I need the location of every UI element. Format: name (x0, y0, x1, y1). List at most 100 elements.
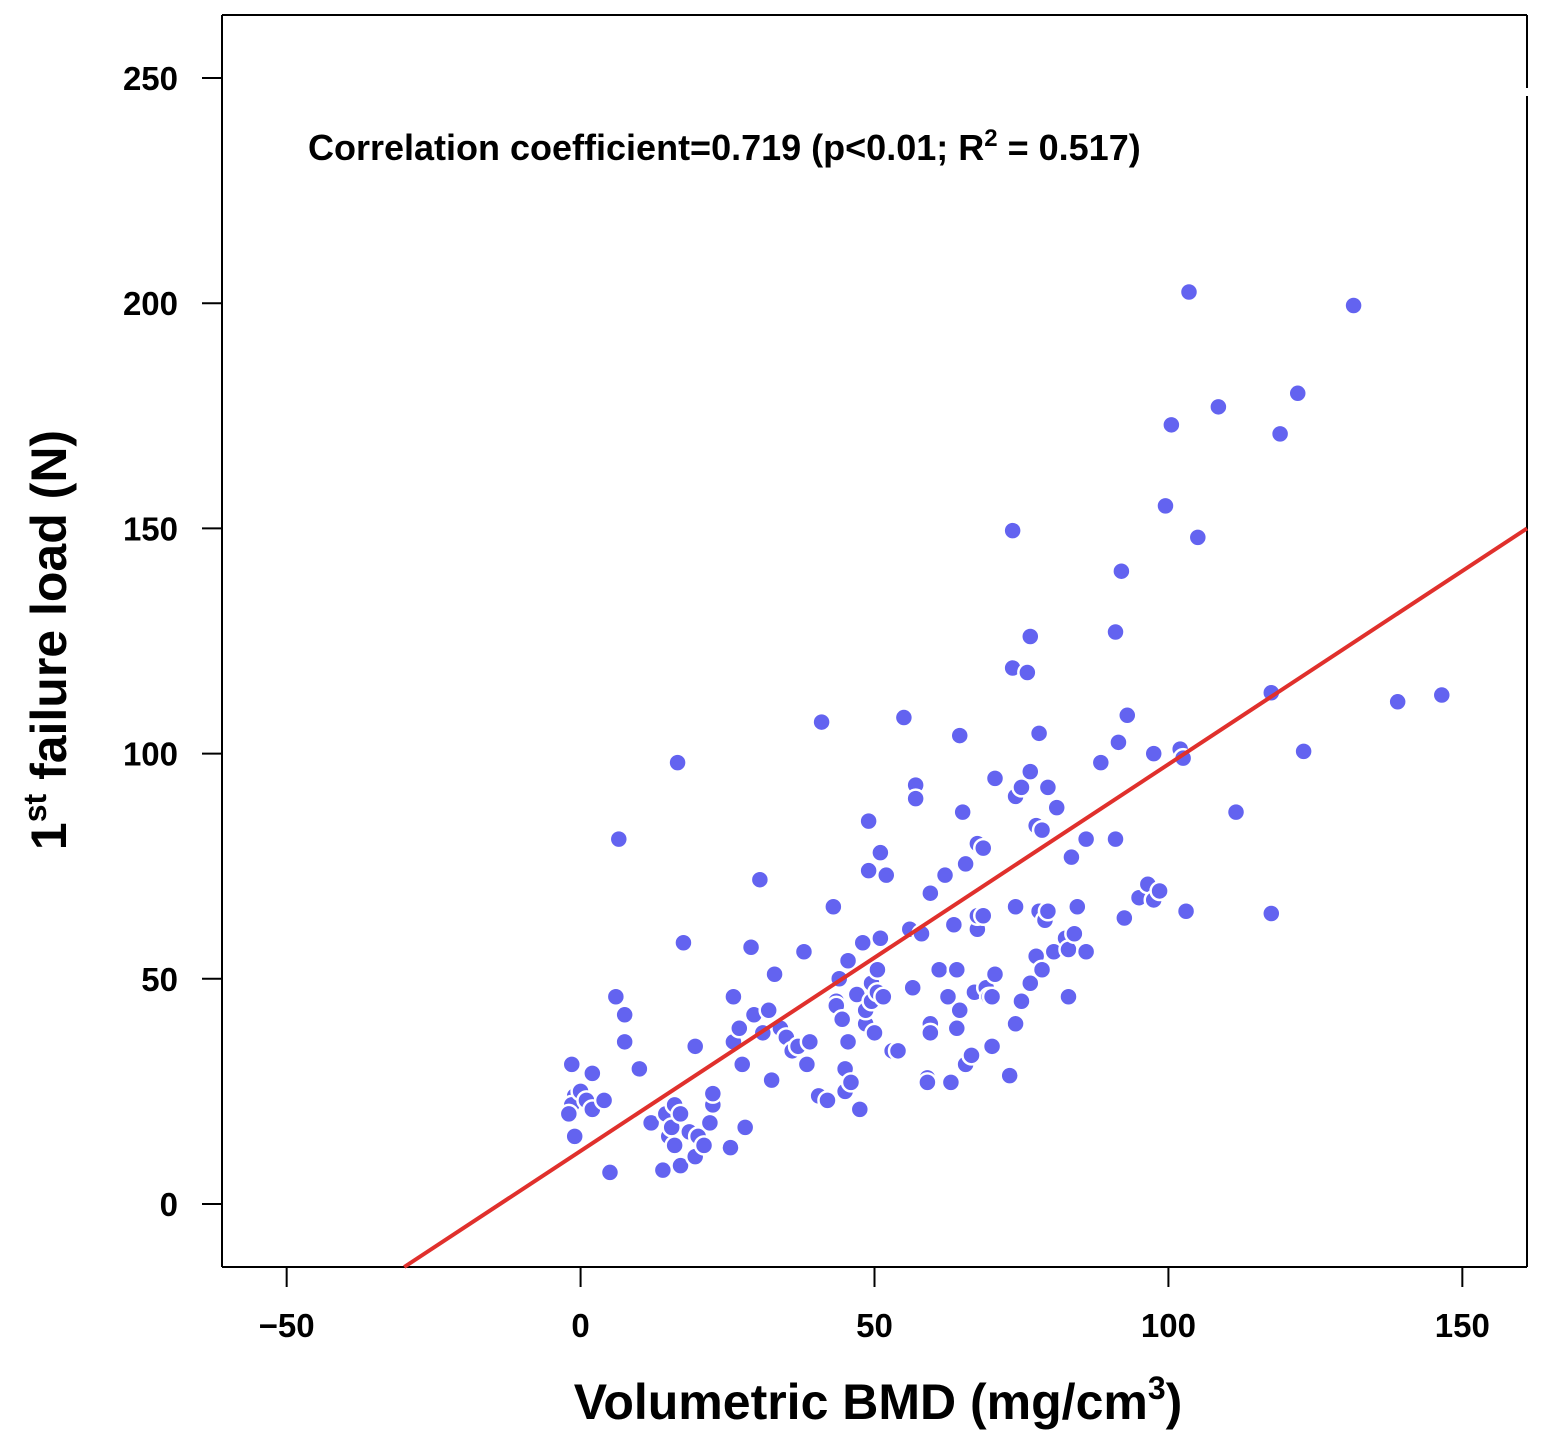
data-point (949, 1000, 970, 1021)
y-tick-label: 0 (160, 1186, 178, 1223)
data-point (858, 860, 879, 881)
data-point (593, 1090, 615, 1111)
data-point (1020, 626, 1041, 647)
data-point (673, 932, 694, 953)
data-point (1175, 900, 1197, 922)
data-point (799, 1031, 821, 1053)
data-point (943, 914, 965, 935)
data-point (740, 936, 762, 958)
data-point (670, 1103, 691, 1125)
data-point (837, 950, 859, 972)
data-point (1117, 705, 1138, 726)
data-point (1387, 691, 1408, 713)
y-axis: 0 50 100 150 200 250 (123, 60, 222, 1223)
data-point (664, 1135, 685, 1156)
data-point (1031, 819, 1053, 841)
data-point (652, 1159, 674, 1181)
data-point (1208, 396, 1229, 418)
data-point (734, 1117, 756, 1138)
data-point (1143, 743, 1164, 764)
data-point (1155, 495, 1176, 517)
data-point (1011, 991, 1032, 1012)
data-point (984, 768, 1006, 789)
regression-line (403, 526, 1529, 1269)
data-point (902, 977, 923, 999)
data-point (605, 986, 627, 1008)
data-point (887, 1040, 909, 1062)
data-point (905, 788, 926, 809)
data-point (1261, 903, 1282, 924)
data-point (870, 842, 891, 863)
data-point (1090, 752, 1112, 773)
data-point (723, 986, 744, 1008)
data-point (852, 932, 873, 953)
data-point (667, 752, 688, 773)
y-tick-label: 200 (123, 285, 178, 322)
data-point (937, 986, 959, 1008)
data-point (1037, 900, 1059, 922)
y-tick-label: 50 (141, 961, 178, 998)
data-point (1187, 527, 1209, 548)
data-point (629, 1058, 650, 1080)
data-point (729, 1018, 750, 1039)
data-point (1046, 797, 1067, 818)
data-point (558, 1103, 580, 1125)
data-point (1005, 1013, 1026, 1035)
data-point (796, 1054, 818, 1075)
data-point (837, 1031, 859, 1053)
data-point (955, 853, 976, 875)
data-point (761, 1069, 782, 1091)
data-point (1225, 801, 1247, 823)
data-point (946, 1018, 968, 1039)
data-point (1075, 828, 1097, 850)
data-point (640, 1112, 662, 1134)
data-point (614, 1031, 635, 1053)
data-point (920, 1022, 941, 1044)
data-point (793, 941, 815, 962)
data-point (1105, 621, 1126, 643)
y-axis-title: 1st failure load (N) (17, 430, 77, 850)
data-point (949, 725, 970, 746)
x-tick-label: 150 (1435, 1307, 1490, 1344)
data-point (1005, 896, 1026, 917)
data-point (867, 959, 888, 981)
data-point (1343, 295, 1364, 316)
plot-frame (221, 14, 1528, 1268)
data-point (1020, 761, 1041, 782)
data-point (999, 1065, 1020, 1086)
y-tick-label: 150 (123, 510, 178, 547)
data-point (1031, 959, 1053, 981)
data-point (582, 1063, 603, 1084)
data-point (1061, 846, 1082, 868)
data-point (561, 1054, 583, 1075)
data-point (893, 707, 915, 728)
data-point (1020, 973, 1041, 994)
data-point (946, 959, 968, 981)
data-point (699, 1112, 721, 1134)
data-point (1064, 923, 1085, 944)
data-point (1149, 880, 1170, 902)
data-point (1108, 732, 1129, 753)
data-point (1178, 281, 1200, 303)
x-axis-title: Volumetric BMD (mg/cm3) (574, 1370, 1183, 1430)
data-point (564, 1126, 585, 1147)
data-point (1002, 520, 1023, 541)
data-points (558, 281, 1453, 1183)
data-point (693, 1135, 715, 1156)
data-point (1114, 907, 1135, 929)
correlation-annotation: Correlation coefficient=0.719 (p<0.01; R… (308, 125, 1141, 168)
x-tick-label: 0 (571, 1307, 589, 1344)
data-point (1075, 941, 1097, 962)
data-point (1293, 741, 1314, 762)
data-point (858, 810, 879, 832)
data-point (614, 1004, 635, 1026)
data-point (973, 837, 994, 859)
data-point (1105, 828, 1126, 850)
data-point (917, 1072, 938, 1093)
data-point (684, 1036, 706, 1057)
data-point (928, 959, 950, 981)
data-point (1269, 423, 1291, 445)
data-point (940, 1072, 962, 1093)
data-point (952, 801, 973, 823)
